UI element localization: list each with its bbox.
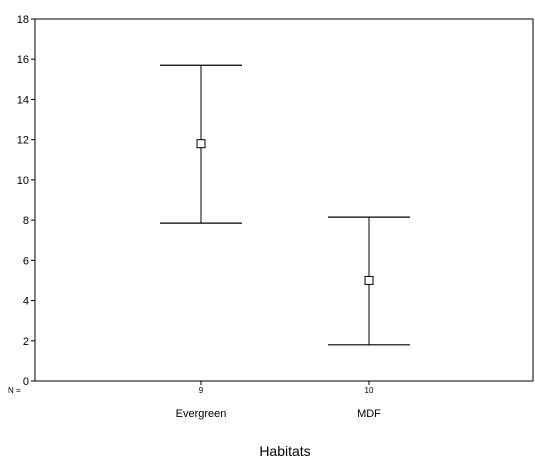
mean-marker-1 [364,275,374,285]
y-tick-label-2: 4 [23,296,29,308]
x-axis-labels: 9 Evergreen 10 MDF [176,381,381,420]
n-count-label-1: 10 [365,386,374,395]
category-label-0: Evergreen [176,408,227,420]
y-tick-label-7: 14 [17,94,29,106]
mean-marker-0 [196,139,206,149]
y-tick-label-6: 12 [17,135,29,147]
plot-frame [34,18,534,382]
y-tick-label-1: 2 [23,336,29,348]
category-label-1: MDF [357,408,381,420]
x-axis-title: Habitats [259,443,310,459]
y-tick-label-5: 10 [17,175,29,187]
y-tick-label-3: 6 [23,255,29,267]
n-count-label-0: 9 [199,386,204,395]
error-bars [160,64,410,346]
y-tick-label-9: 18 [17,14,29,26]
y-tick-label-0: 0 [23,376,29,388]
n-prefix-label: N = [8,386,21,395]
y-axis: 0 2 4 6 8 10 12 14 16 18 [17,14,35,388]
y-tick-label-8: 16 [17,54,29,66]
y-tick-label-4: 8 [23,215,29,227]
